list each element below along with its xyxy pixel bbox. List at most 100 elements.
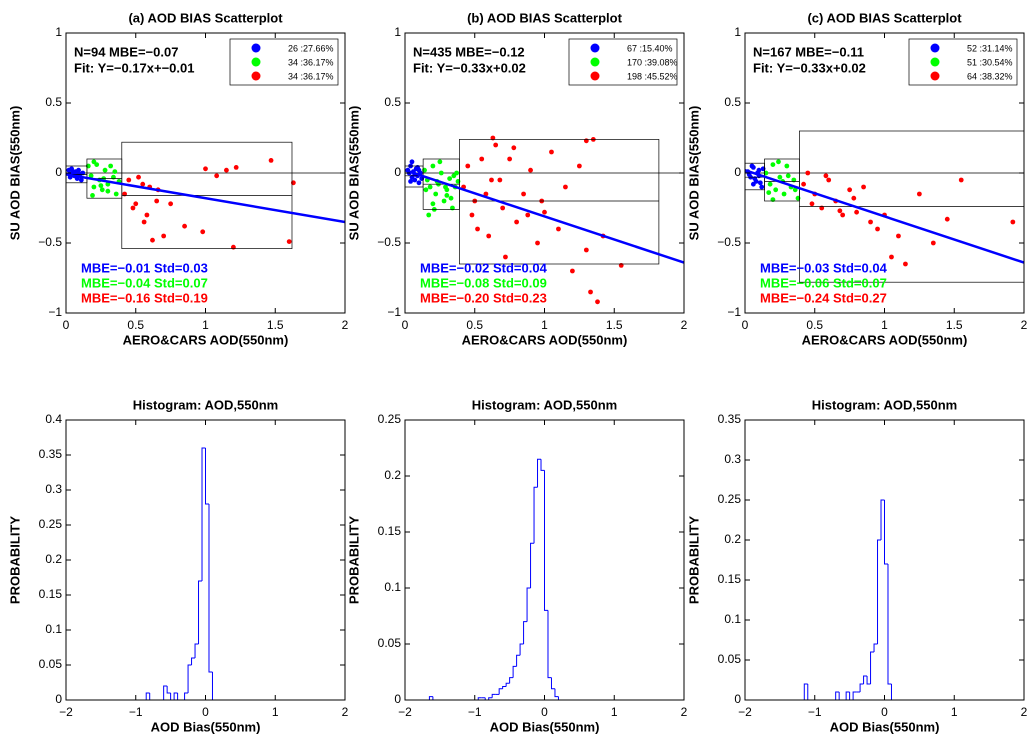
y-tick-label: 1 [734, 25, 741, 39]
scatter-point [773, 187, 779, 193]
scatter-point [563, 184, 568, 190]
fit-line [405, 169, 684, 264]
scatter-point [535, 240, 540, 246]
scatter-point [507, 156, 513, 162]
scatter-point [521, 191, 526, 197]
scatter-point [88, 173, 94, 179]
scatter-point [126, 177, 132, 183]
y-tick-label: 0.25 [39, 517, 63, 531]
y-tick-label: 0.5 [384, 95, 401, 109]
scatter-point [588, 289, 593, 295]
group-stat: MBE=−0.24 Std=0.27 [760, 290, 887, 305]
scatter-point [801, 181, 806, 187]
legend-marker [590, 57, 600, 67]
hist-bin [184, 692, 189, 700]
y-axis-label: SU AOD BIAS(550nm) [346, 106, 361, 241]
x-tick-label: 1 [951, 705, 958, 719]
hist-bin [803, 683, 808, 700]
hist-bin [530, 542, 535, 588]
scatter-point [868, 219, 873, 225]
scatter-point [875, 226, 880, 232]
hist-bin [519, 643, 524, 656]
x-axis-label: AERO&CARS AOD(550nm) [462, 332, 628, 347]
chart-title: Histogram: AOD,550nm [472, 397, 617, 412]
scatter-point [447, 176, 453, 182]
scatter-point [430, 201, 436, 207]
y-tick-label: 0 [734, 692, 741, 706]
fit-line [66, 173, 345, 224]
legend-box [908, 38, 1018, 86]
hist-bin [516, 654, 521, 667]
plot-area [66, 447, 345, 700]
scatter-point [784, 163, 790, 169]
scatter-point [433, 191, 439, 197]
x-axis-label: AOD Bias(550nm) [830, 719, 940, 734]
y-tick-label: 0.3 [45, 482, 62, 496]
scatter-point [944, 216, 950, 222]
scatter-point [133, 201, 139, 207]
scatter-point [91, 184, 97, 190]
scatter-point [140, 181, 146, 187]
y-tick-label: 1 [394, 25, 401, 39]
x-tick-label: 0 [402, 318, 409, 332]
y-tick-label: 0.15 [378, 524, 402, 538]
x-tick-label: −1 [468, 705, 482, 719]
y-tick-label: 0.35 [39, 447, 63, 461]
scatter-point [489, 177, 494, 183]
x-axis-label: AOD Bias(550nm) [490, 719, 600, 734]
y-tick-label: 0.1 [45, 622, 62, 636]
scatter-point [785, 173, 791, 179]
hist-bin [502, 686, 507, 689]
y-tick-label: 0.05 [39, 657, 63, 671]
legend-marker [251, 57, 261, 67]
chart-title: (b) AOD BIAS Scatterplot [467, 10, 622, 25]
scatter-point [443, 184, 448, 190]
x-tick-label: 1 [611, 705, 618, 719]
legend-label: 51 :30.54% [967, 57, 1013, 67]
hist-bin [191, 657, 196, 665]
y-tick-label: 0.05 [378, 636, 402, 650]
hist-bin [523, 621, 528, 644]
scatter-point [823, 173, 829, 179]
hist-bin [173, 692, 178, 700]
group-box [459, 139, 660, 265]
hist-bin [870, 651, 875, 684]
hist-bin [557, 696, 562, 700]
scatter-point [448, 195, 454, 201]
hist-bin [873, 643, 878, 652]
scatter-point [423, 187, 429, 193]
scatter-point [409, 159, 415, 165]
legend-marker [590, 71, 600, 81]
hist-bin [432, 696, 437, 700]
x-tick-label: 0 [881, 705, 888, 719]
y-tick-label: 0.25 [378, 412, 402, 426]
scatter-point [168, 201, 174, 207]
hist-bin [194, 643, 199, 658]
scatter-point [916, 191, 922, 197]
scatter-point [108, 163, 114, 169]
scatter-point [542, 209, 547, 215]
scatter-point [777, 174, 783, 180]
scatter-point [595, 299, 600, 305]
scatter-point [416, 167, 422, 173]
scatter-point [203, 166, 208, 172]
x-tick-label: 0 [63, 318, 70, 332]
scatter-point [70, 169, 76, 175]
legend-label: 64 :38.32% [967, 71, 1013, 81]
hist-bin [859, 683, 864, 692]
hist-bin [201, 447, 206, 581]
y-tick-label: −1 [48, 305, 62, 319]
scatter-point [200, 229, 206, 235]
scatter-point [214, 173, 220, 179]
hist-bin [540, 459, 545, 471]
hist-bin [550, 677, 555, 690]
legend-marker [251, 43, 261, 53]
scatter-point [770, 162, 776, 168]
y-tick-label: 0.1 [384, 580, 401, 594]
x-tick-label: 1 [272, 705, 279, 719]
y-tick-label: 0 [394, 692, 401, 706]
y-tick-label: −0.5 [38, 235, 62, 249]
scatter-point [503, 254, 508, 260]
x-tick-label: −1 [129, 705, 143, 719]
